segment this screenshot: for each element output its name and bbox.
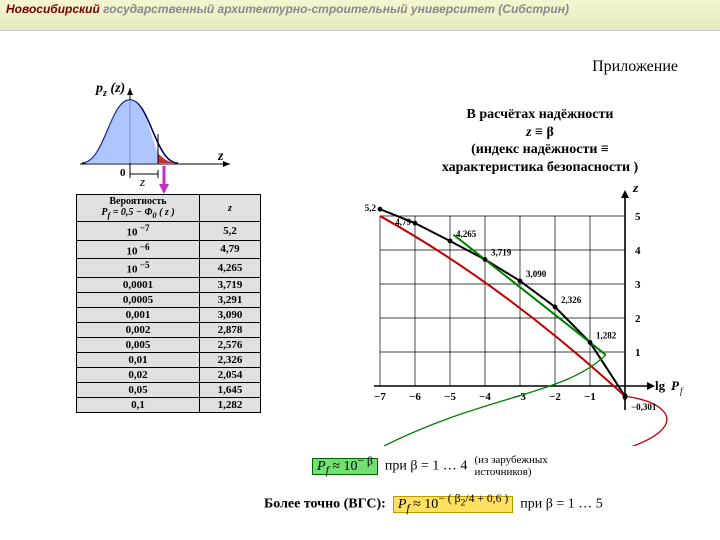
table-row: 0,051,645	[77, 382, 261, 397]
table-row: 0,0052,576	[77, 337, 261, 352]
table-row: 10 −64,79	[77, 240, 261, 259]
table-row: 10 −54,265	[77, 259, 261, 278]
svg-text:−4: −4	[479, 391, 491, 403]
svg-text:4: 4	[635, 245, 641, 257]
pdf-curve-diagram: z 0 z pz (z)	[60, 74, 240, 194]
svg-text:4,79: 4,79	[395, 217, 411, 227]
formula-1-box: Pf ≈ 10− β	[312, 458, 378, 475]
main-chart: −7−6−5−4−3−2−1012345lg Pfz5,24,794,2653,…	[360, 186, 700, 446]
svg-text:4,265: 4,265	[456, 229, 477, 239]
svg-text:−6: −6	[409, 391, 421, 403]
svg-text:0: 0	[120, 167, 126, 179]
svg-text:3,719: 3,719	[491, 248, 512, 258]
table-row: 10 −75,2	[77, 222, 261, 241]
formula-1: Pf ≈ 10− β при β = 1 … 4 (из зарубежныхи…	[312, 454, 548, 479]
svg-text:lg: lg	[655, 378, 666, 393]
svg-text:z: z	[632, 186, 639, 196]
table-row: 0,0022,878	[77, 322, 261, 337]
appendix-label: Приложение	[592, 58, 678, 76]
svg-text:3,090: 3,090	[526, 269, 547, 279]
foreign-sources-note: (из зарубежныхисточников)	[474, 454, 547, 478]
table-row: 0,00053,291	[77, 292, 261, 307]
svg-text:1: 1	[635, 347, 641, 359]
table-row: 0,022,054	[77, 367, 261, 382]
svg-text:z: z	[139, 174, 145, 189]
th-prob: Вероятность Pf = 0,5 − Φ0 ( z )	[77, 195, 200, 222]
svg-text:−2: −2	[549, 391, 561, 403]
table-row: 0,0013,090	[77, 307, 261, 322]
caption-block: В расчётах надёжности z ≡ β (индекс надё…	[400, 106, 680, 176]
svg-text:f: f	[680, 386, 684, 396]
svg-text:3: 3	[635, 279, 641, 291]
svg-text:−5: −5	[444, 391, 456, 403]
org-name-red: Новосибирский	[6, 2, 100, 16]
svg-text:−0,301: −0,301	[631, 402, 657, 412]
table-row: 0,11,282	[77, 397, 261, 412]
svg-text:2: 2	[635, 313, 641, 325]
caption-l3: (индекс надёжности ≡	[400, 141, 680, 159]
org-name-grey: государственный архитектурно-строительны…	[100, 2, 569, 16]
table-row: 0,012,326	[77, 352, 261, 367]
caption-l1: В расчётах надёжности	[400, 106, 680, 124]
svg-text:5: 5	[635, 211, 641, 223]
svg-text:−7: −7	[374, 391, 386, 403]
table-row: 0,00013,719	[77, 277, 261, 292]
probability-table: Вероятность Pf = 0,5 − Φ0 ( z ) z 10 −75…	[76, 194, 261, 413]
svg-text:5,2: 5,2	[365, 203, 377, 213]
header-bar: Новосибирский государственный архитектур…	[0, 0, 720, 31]
th-z: z	[200, 195, 261, 222]
svg-text:2,326: 2,326	[561, 295, 582, 305]
svg-text:pz (z): pz (z)	[95, 81, 125, 99]
formula-2-box: Pf ≈ 10− ( β2/4 + 0,6 )	[393, 496, 513, 513]
svg-text:−1: −1	[584, 391, 596, 403]
svg-text:P: P	[671, 378, 680, 393]
svg-text:z: z	[217, 149, 224, 164]
caption-l4: характеристика безопасности )	[400, 159, 680, 177]
formula-2: Более точно (ВГС): Pf ≈ 10− ( β2/4 + 0,6…	[264, 492, 603, 514]
caption-l2: z ≡ β	[400, 124, 680, 142]
svg-text:1,282: 1,282	[596, 330, 617, 340]
